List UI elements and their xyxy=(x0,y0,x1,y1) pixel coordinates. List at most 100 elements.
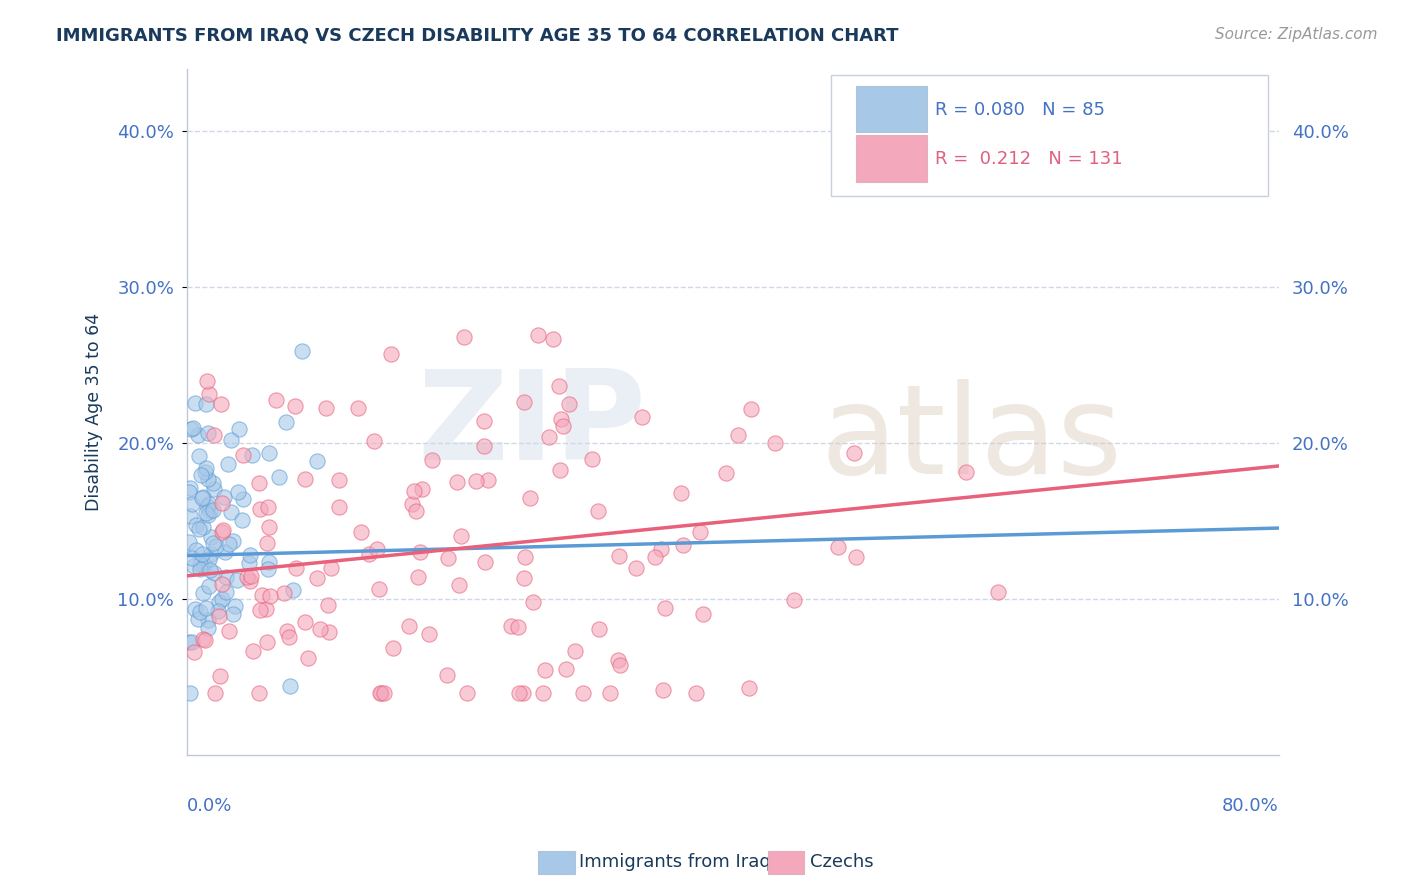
Point xyxy=(564,644,586,658)
Point xyxy=(519,491,541,505)
Point xyxy=(548,379,571,393)
FancyBboxPatch shape xyxy=(856,136,928,182)
Point xyxy=(727,428,749,442)
Point xyxy=(512,686,534,700)
Point xyxy=(955,465,977,479)
Point xyxy=(228,421,250,435)
Point xyxy=(195,499,218,513)
Point xyxy=(581,451,603,466)
Point xyxy=(211,591,233,606)
Point xyxy=(350,524,373,539)
Point xyxy=(257,562,280,576)
Point xyxy=(200,504,222,518)
Point xyxy=(531,686,554,700)
Point xyxy=(181,635,204,649)
Point xyxy=(305,571,328,585)
Point xyxy=(827,540,849,554)
Point xyxy=(382,640,405,655)
Point xyxy=(240,448,263,462)
Point xyxy=(367,582,389,596)
Point xyxy=(537,430,560,444)
Point xyxy=(472,439,495,453)
Point xyxy=(309,622,332,636)
Point xyxy=(194,466,217,480)
Point xyxy=(446,475,468,490)
Point xyxy=(183,559,205,574)
Point xyxy=(607,549,630,563)
Point xyxy=(328,473,350,487)
Point xyxy=(273,586,295,600)
Point xyxy=(283,583,305,598)
Point xyxy=(294,472,316,486)
Point xyxy=(232,448,254,462)
Point xyxy=(453,330,475,344)
Point xyxy=(191,491,214,505)
Point xyxy=(180,422,202,436)
Point xyxy=(783,593,806,607)
Point xyxy=(197,425,219,440)
Point xyxy=(240,568,263,582)
Text: ZIP: ZIP xyxy=(418,365,645,486)
Text: Source: ZipAtlas.com: Source: ZipAtlas.com xyxy=(1215,27,1378,42)
Point xyxy=(198,564,221,578)
Point xyxy=(215,585,238,599)
Point xyxy=(319,561,342,575)
Point xyxy=(215,570,238,584)
Point xyxy=(671,538,693,552)
Point xyxy=(685,686,707,700)
Point xyxy=(249,603,271,617)
Point xyxy=(188,522,211,536)
Point xyxy=(231,513,253,527)
Point xyxy=(450,529,472,543)
Text: 0.0%: 0.0% xyxy=(187,797,232,814)
Point xyxy=(257,555,280,569)
Point xyxy=(191,586,214,600)
Point xyxy=(624,561,647,575)
Point xyxy=(588,504,610,518)
Point xyxy=(689,525,711,540)
Point xyxy=(437,551,460,566)
Point xyxy=(554,662,576,676)
Point xyxy=(191,519,214,533)
Point xyxy=(318,624,340,639)
Point xyxy=(252,588,274,602)
FancyBboxPatch shape xyxy=(831,76,1268,195)
Point xyxy=(188,562,211,576)
FancyBboxPatch shape xyxy=(856,86,928,132)
Point xyxy=(315,401,337,416)
Point xyxy=(188,605,211,619)
Point xyxy=(267,470,290,484)
Point xyxy=(242,643,264,657)
Point xyxy=(187,449,209,463)
Point xyxy=(193,558,215,572)
Point xyxy=(190,547,212,561)
Point xyxy=(606,653,628,667)
Point xyxy=(179,481,201,495)
Point xyxy=(218,624,240,638)
Point xyxy=(209,669,232,683)
Point xyxy=(550,412,572,426)
Point xyxy=(366,542,388,557)
Point xyxy=(259,520,281,534)
Point xyxy=(294,615,316,630)
Point xyxy=(197,472,219,486)
Point xyxy=(212,490,235,504)
Point xyxy=(276,415,298,429)
Point xyxy=(226,573,249,587)
Text: IMMIGRANTS FROM IRAQ VS CZECH DISABILITY AGE 35 TO 64 CORRELATION CHART: IMMIGRANTS FROM IRAQ VS CZECH DISABILITY… xyxy=(56,27,898,45)
Point xyxy=(456,686,478,700)
Point xyxy=(201,536,224,550)
Point xyxy=(411,482,433,496)
Point xyxy=(191,491,214,505)
Point xyxy=(347,401,370,415)
Point xyxy=(654,600,676,615)
Point xyxy=(239,548,262,562)
Point xyxy=(631,410,654,425)
Point xyxy=(224,599,246,614)
Point xyxy=(534,663,557,677)
Point xyxy=(177,485,200,500)
Point xyxy=(508,686,530,700)
Point xyxy=(845,550,868,565)
Point xyxy=(187,611,209,625)
Point xyxy=(232,492,254,507)
